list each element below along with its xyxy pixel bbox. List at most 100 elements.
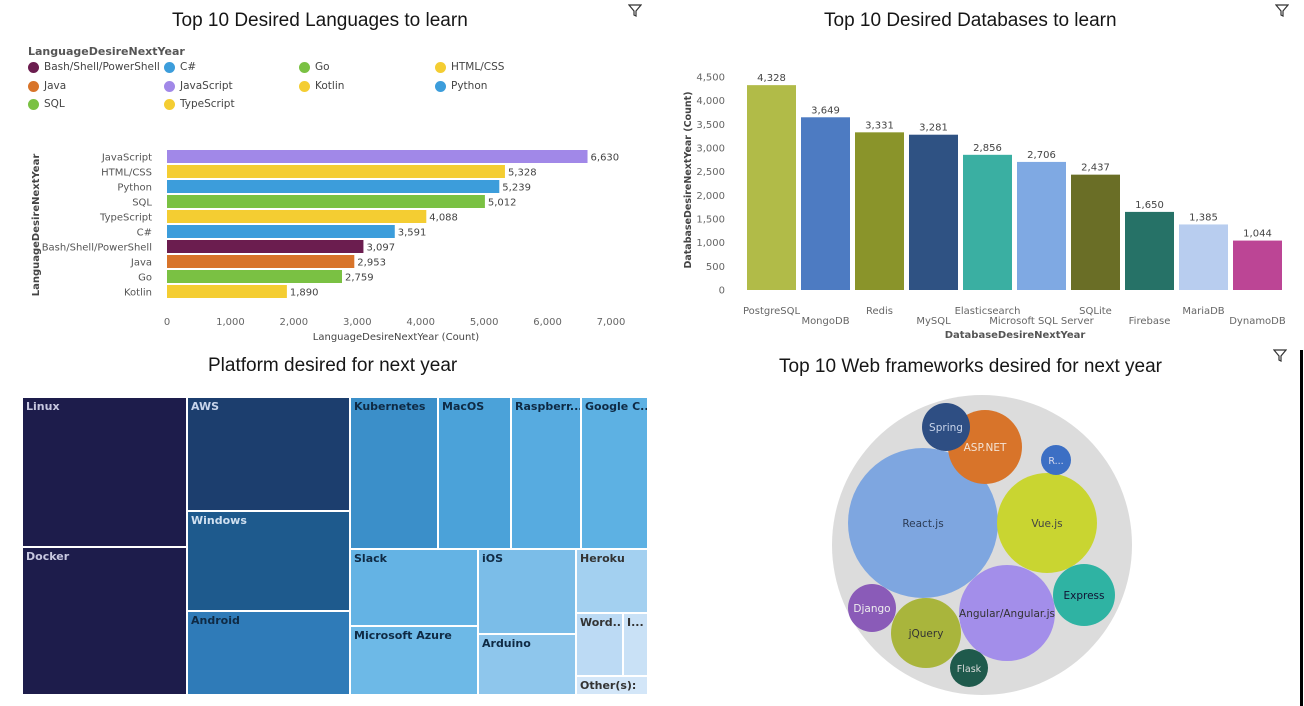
legend-item[interactable]: HTML/CSS	[435, 61, 504, 73]
scrollbar-edge[interactable]	[1300, 350, 1303, 706]
bar[interactable]	[167, 150, 588, 163]
category-label: JavaScript	[101, 153, 152, 164]
value-label: 3,097	[366, 243, 395, 254]
treemap-tile[interactable]: Raspberr...	[511, 397, 581, 549]
x-axis-title: LanguageDesireNextYear (Count)	[313, 332, 479, 343]
value-label: 3,591	[398, 228, 427, 239]
bubble[interactable]	[891, 598, 961, 668]
bubble[interactable]	[922, 403, 970, 451]
treemap-tile[interactable]: Other(s):	[576, 676, 648, 695]
treemap-tile[interactable]: Slack	[350, 549, 478, 626]
value-label: 5,239	[502, 183, 531, 194]
bar[interactable]	[167, 255, 355, 268]
bar[interactable]	[801, 117, 850, 290]
filter-icon[interactable]	[1273, 349, 1287, 363]
bubble[interactable]	[848, 448, 998, 598]
legend-item[interactable]: Go	[299, 61, 330, 73]
treemap-tile[interactable]: Arduino	[478, 634, 576, 695]
value-label: 3,331	[865, 120, 894, 131]
bar[interactable]	[167, 240, 364, 253]
treemap-tile[interactable]: Docker	[22, 547, 187, 695]
bar[interactable]	[747, 85, 796, 291]
legend-item[interactable]: Java	[28, 80, 66, 92]
value-label: 2,856	[973, 143, 1002, 154]
value-label: 4,088	[429, 213, 458, 224]
bubble-label: ASP.NET	[964, 442, 1007, 454]
value-label: 1,385	[1189, 212, 1218, 223]
treemap-label: Linux	[26, 400, 60, 413]
bubble[interactable]	[1041, 445, 1071, 475]
bar[interactable]	[1071, 174, 1120, 290]
value-label: 6,630	[591, 153, 620, 164]
bubble[interactable]	[848, 584, 896, 632]
legend-item[interactable]: JavaScript	[164, 80, 233, 92]
legend-item[interactable]: SQL	[28, 98, 65, 110]
bar[interactable]	[909, 134, 958, 290]
bubble[interactable]	[950, 649, 988, 687]
legend-label: Bash/Shell/PowerShell	[44, 61, 160, 73]
treemap-tile[interactable]: iOS	[478, 549, 576, 634]
bar[interactable]	[1125, 211, 1174, 290]
filter-icon[interactable]	[628, 4, 642, 18]
platform-treemap: Linux Docker AWS Windows Android Kubernetes Ma…	[22, 397, 648, 695]
value-label: 3,281	[919, 123, 948, 134]
bubble[interactable]	[1053, 564, 1115, 626]
treemap-tile[interactable]: MacOS	[438, 397, 511, 549]
treemap-tile[interactable]: Heroku	[576, 549, 648, 613]
bar[interactable]	[167, 225, 395, 238]
bar[interactable]	[963, 154, 1012, 290]
y-tick-label: 2,000	[696, 191, 725, 202]
bar[interactable]	[167, 165, 505, 178]
bar[interactable]	[1233, 240, 1282, 290]
treemap-label: Android	[191, 614, 240, 627]
category-label: Elasticsearch	[955, 306, 1021, 317]
treemap-tile[interactable]: I...	[623, 613, 648, 676]
bar[interactable]	[167, 180, 500, 193]
web-frameworks-chart-title: Top 10 Web frameworks desired for next y…	[779, 356, 1162, 377]
treemap-label: Slack	[354, 552, 387, 565]
y-tick-label: 3,000	[696, 144, 725, 155]
value-label: 1,044	[1243, 229, 1272, 240]
treemap-tile[interactable]: Word...	[576, 613, 623, 676]
treemap-tile[interactable]: Android	[187, 611, 350, 695]
legend-item[interactable]: C#	[164, 61, 196, 73]
y-axis-title: DatabaseDesireNextYear (Count)	[683, 91, 694, 268]
bubble[interactable]	[959, 565, 1055, 661]
y-tick-label: 0	[719, 286, 725, 297]
bar[interactable]	[167, 210, 427, 223]
bubble-label: Django	[853, 603, 890, 615]
filter-icon[interactable]	[1275, 4, 1289, 18]
treemap-tile[interactable]: Google C...	[581, 397, 648, 549]
x-tick-label: 3,000	[343, 317, 372, 328]
bar[interactable]	[167, 270, 342, 283]
value-label: 1,650	[1135, 200, 1164, 211]
value-label: 5,328	[508, 168, 537, 179]
y-tick-label: 1,500	[696, 215, 725, 226]
category-label: PostgreSQL	[743, 306, 801, 317]
treemap-tile[interactable]: Windows	[187, 511, 350, 611]
value-label: 3,649	[811, 105, 840, 116]
treemap-tile[interactable]: Microsoft Azure	[350, 626, 478, 695]
legend-item[interactable]: Kotlin	[299, 80, 344, 92]
bar[interactable]	[1017, 161, 1066, 290]
bubble[interactable]	[997, 473, 1097, 573]
category-label: DynamoDB	[1229, 316, 1286, 327]
treemap-tile[interactable]: Linux	[22, 397, 187, 547]
x-axis-title: DatabaseDesireNextYear	[945, 330, 1086, 341]
category-label: HTML/CSS	[101, 168, 152, 179]
bubble-label: jQuery	[908, 628, 944, 640]
treemap-label: Microsoft Azure	[354, 629, 452, 642]
bar[interactable]	[167, 195, 485, 208]
category-label: Microsoft SQL Server	[989, 316, 1094, 327]
bar[interactable]	[167, 285, 287, 298]
bar[interactable]	[855, 132, 904, 290]
treemap-tile[interactable]: AWS	[187, 397, 350, 511]
treemap-label: Word...	[580, 616, 623, 629]
languages-chart-title: Top 10 Desired Languages to learn	[172, 10, 468, 31]
legend-item[interactable]: Python	[435, 80, 487, 92]
bar[interactable]	[1179, 224, 1228, 290]
category-label: Go	[138, 273, 152, 284]
legend-item[interactable]: Bash/Shell/PowerShell	[28, 61, 160, 73]
legend-item[interactable]: TypeScript	[164, 98, 235, 110]
treemap-tile[interactable]: Kubernetes	[350, 397, 438, 549]
